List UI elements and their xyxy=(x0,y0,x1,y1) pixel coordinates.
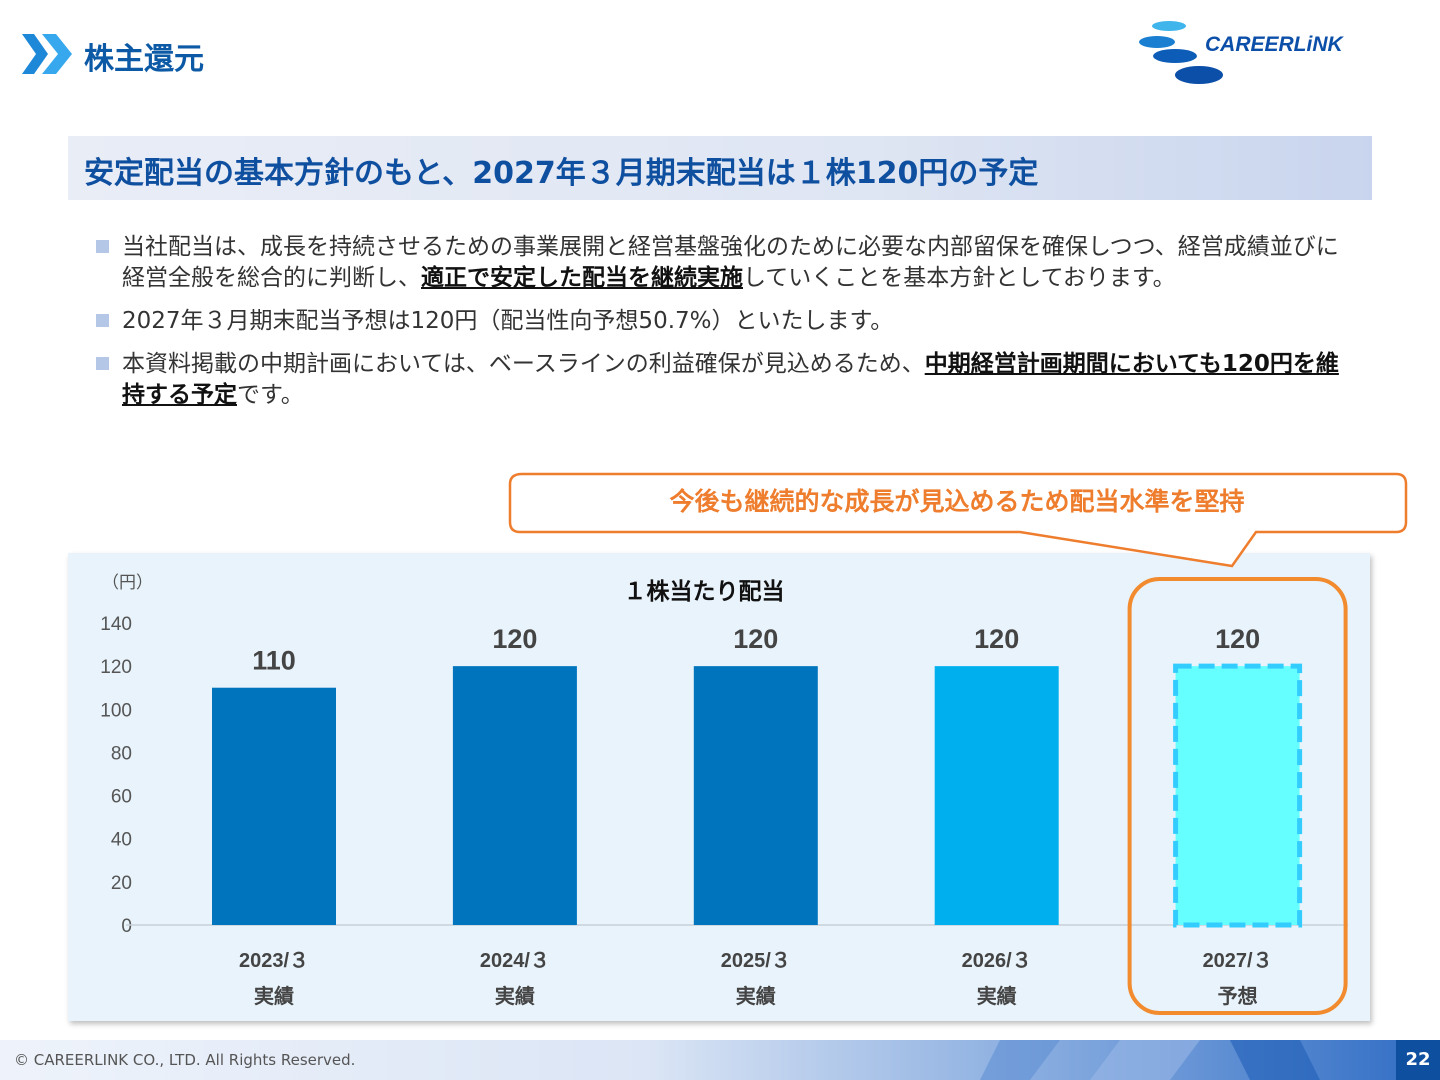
x-tick-sublabel: 実績 xyxy=(736,984,776,1008)
chevron-logo-icon xyxy=(22,34,72,74)
callout-text: 今後も継続的な成長が見込めるため配当水準を堅持 xyxy=(669,487,1245,516)
bar xyxy=(212,687,336,925)
y-tick-label: 0 xyxy=(121,916,132,937)
x-tick-label: 2026/３ xyxy=(962,950,1032,972)
y-tick-label: 80 xyxy=(111,743,132,764)
bullet-square-icon xyxy=(96,357,109,370)
footer: © CAREERLINK CO., LTD. All Rights Reserv… xyxy=(0,1040,1440,1080)
data-label: 110 xyxy=(252,646,296,676)
careerlink-logo: CAREERLiNK xyxy=(1139,21,1345,84)
headline-text: 安定配当の基本方針のもと、2027年３月期末配当は１株120円の予定 xyxy=(84,156,1039,191)
y-tick-label: 20 xyxy=(111,873,132,894)
dividend-chart: （円） １株当たり配当 0 20 40 60 80 100 120 140 110 2023/３ 実績 1… xyxy=(100,573,1348,1015)
y-tick-label: 140 xyxy=(100,614,132,635)
bar xyxy=(693,666,818,925)
y-tick-label: 100 xyxy=(100,700,132,721)
bullet-square-icon xyxy=(96,314,109,327)
chart-title: １株当たり配当 xyxy=(624,578,785,604)
y-tick-label: 60 xyxy=(111,787,132,808)
x-tick-sublabel: 予想 xyxy=(1218,985,1258,1008)
bullet-square-icon xyxy=(96,240,109,253)
x-tick-sublabel: 実績 xyxy=(495,984,535,1008)
svg-text:CAREERLiNK: CAREERLiNK xyxy=(1205,33,1345,56)
x-tick-label: 2027/３ xyxy=(1203,950,1273,972)
x-tick-label: 2024/３ xyxy=(480,950,550,972)
footer-decoration xyxy=(980,1040,1320,1080)
bar xyxy=(452,666,577,925)
chart-panel: （円） １株当たり配当 0 20 40 60 80 100 120 140 110 2023/３ 実績 1… xyxy=(68,553,1370,1021)
copyright-text: © CAREERLINK CO., LTD. All Rights Reserv… xyxy=(14,1051,356,1069)
y-tick-label: 120 xyxy=(100,657,132,678)
list-item: 2027年３月期末配当予想は120円（配当性向予想50.7%）といたします。 xyxy=(96,306,1356,337)
headline-banner: 安定配当の基本方針のもと、2027年３月期末配当は１株120円の予定 xyxy=(68,136,1372,200)
bullet-list: 当社配当は、成長を持続させるための事業展開と経営基盤強化のために必要な内部留保を… xyxy=(96,232,1356,423)
x-tick-sublabel: 実績 xyxy=(977,984,1017,1008)
data-label: 120 xyxy=(733,624,778,654)
list-item: 当社配当は、成長を持続させるための事業展開と経営基盤強化のために必要な内部留保を… xyxy=(96,232,1356,294)
page-title: 株主還元 xyxy=(84,42,204,77)
x-tick-sublabel: 実績 xyxy=(254,984,294,1008)
y-axis-unit-label: （円） xyxy=(102,573,153,592)
data-label: 120 xyxy=(974,624,1019,654)
y-tick-label: 40 xyxy=(111,830,132,851)
data-label: 120 xyxy=(1215,624,1260,654)
page-number: 22 xyxy=(1396,1040,1440,1080)
bar xyxy=(934,666,1059,925)
forecast-highlight-frame xyxy=(1127,577,1348,1015)
data-label: 120 xyxy=(492,624,537,654)
list-item: 本資料掲載の中期計画においては、ベースラインの利益確保が見込めるため、中期経営計… xyxy=(96,349,1356,411)
forecast-bar xyxy=(1173,663,1303,928)
x-tick-label: 2025/３ xyxy=(721,950,791,972)
x-tick-label: 2023/３ xyxy=(239,950,309,972)
